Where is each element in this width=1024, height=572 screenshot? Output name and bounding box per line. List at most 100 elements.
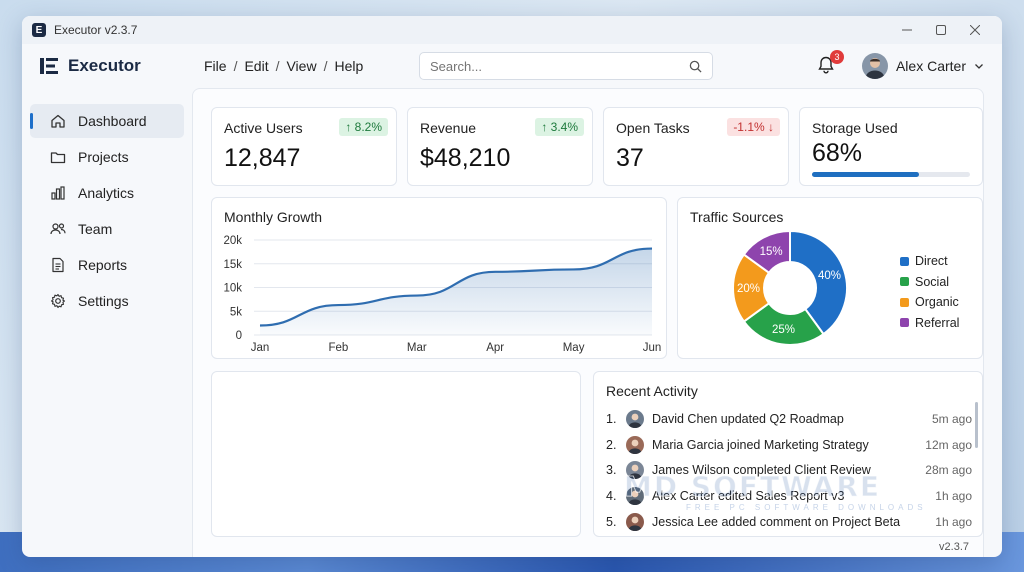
sidebar-item-label: Analytics	[78, 185, 135, 201]
menu-separator: /	[233, 58, 238, 74]
activity-number: 4.	[606, 489, 617, 504]
app-window: E Executor v2.3.7 Executor Fil	[22, 16, 1002, 557]
menu-file[interactable]: File	[204, 58, 227, 74]
activity-time: 28m ago	[925, 463, 972, 478]
search-input[interactable]	[430, 58, 689, 74]
activity-item[interactable]: 1. David Chen updated Q2 Roadmap 5m ago	[606, 406, 972, 432]
executor-logo-icon	[40, 58, 58, 74]
close-button[interactable]	[958, 16, 992, 44]
legend-swatch	[900, 277, 909, 287]
activity-item[interactable]: 5. Jessica Lee added comment on Project B…	[606, 509, 972, 535]
maximize-button[interactable]	[924, 16, 958, 44]
y-tick-label: 20k	[223, 235, 242, 247]
chevron-down-icon[interactable]	[974, 61, 984, 71]
activity-item[interactable]: 2. Maria Garcia joined Marketing Strategy…	[606, 432, 972, 458]
user-avatar-icon	[861, 53, 888, 79]
app-name: Executor	[68, 56, 141, 75]
x-tick-label: Jun	[643, 342, 662, 354]
legend-label: Social	[915, 274, 950, 289]
legend-label: Referral	[915, 315, 960, 330]
kpi-card-active-users[interactable]: Active Users 12,847 ↑ 8.2%	[211, 107, 397, 186]
activity-item[interactable]: 4. Alex Carter edited Sales Report v3 1h a…	[606, 483, 972, 509]
kpi-card-storage[interactable]: Storage Used 68%	[799, 107, 983, 186]
sidebar-item-label: Dashboard	[78, 113, 147, 129]
home-icon	[51, 114, 65, 128]
legend-item-referral[interactable]: Referral	[900, 313, 959, 334]
bar-chart-icon	[51, 186, 65, 200]
y-tick-label: 5k	[230, 306, 242, 318]
x-tick-label: May	[563, 342, 585, 354]
activity-scrollbar[interactable]	[975, 402, 978, 448]
notifications-button[interactable]: 3	[816, 50, 844, 77]
activity-text: Alex Carter edited Sales Report v3	[652, 489, 845, 504]
minimize-icon	[902, 29, 912, 31]
bell-icon	[818, 56, 834, 74]
person-avatar-icon	[626, 513, 644, 532]
sidebar-item-reports[interactable]: Reports	[30, 248, 184, 282]
kpi-card-open-tasks[interactable]: Open Tasks 37 -1.1% ↓	[603, 107, 789, 186]
legend-item-social[interactable]: Social	[900, 272, 959, 293]
app-header: Executor File / Edit / View / Help	[22, 44, 1002, 88]
activity-avatar	[626, 487, 644, 506]
activity-number: 3.	[606, 463, 617, 478]
activity-time: 1h ago	[935, 489, 972, 504]
sidebar-item-settings[interactable]: Settings	[30, 284, 184, 318]
sidebar-item-analytics[interactable]: Analytics	[30, 176, 184, 210]
legend-item-direct[interactable]: Direct	[900, 251, 959, 272]
kpi-card-revenue[interactable]: Revenue $48,210 ↑ 3.4%	[407, 107, 593, 186]
sidebar-item-team[interactable]: Team	[30, 212, 184, 246]
activity-text: Jessica Lee added comment on Project Bet…	[652, 515, 901, 530]
monthly-growth-chart: 0 5k 10k 15k 20k Jan Feb Mar Apr May Jun	[223, 235, 662, 354]
series-line	[259, 247, 653, 327]
legend-item-organic[interactable]: Organic	[900, 292, 959, 313]
slice-label: 25%	[772, 324, 795, 336]
chart-title: Traffic Sources	[690, 209, 784, 225]
monthly-growth-card: Monthly Growth 0 5k 10k 15k 20k Jan Feb Mar Apr M…	[211, 197, 667, 359]
pie-slice-direct[interactable]	[789, 229, 848, 336]
watermark-logo: MD SOFTWARE	[623, 470, 882, 504]
pie-slice-social[interactable]	[742, 301, 825, 346]
x-tick-label: Apr	[486, 342, 504, 354]
area-fill	[260, 248, 652, 335]
kpi-value: 37	[616, 144, 644, 172]
slice-label: 40%	[818, 270, 841, 282]
sidebar-item-projects[interactable]: Projects	[30, 140, 184, 174]
menu-separator: /	[323, 58, 328, 74]
legend-swatch	[900, 318, 909, 328]
slice-label: 20%	[737, 283, 760, 295]
kpi-title: Open Tasks	[616, 120, 690, 136]
window-title: Executor v2.3.7	[54, 23, 138, 37]
activity-item[interactable]: 3. James Wilson completed Client Review 28…	[606, 458, 972, 484]
user-name[interactable]: Alex Carter	[895, 58, 966, 74]
kpi-value: 12,847	[224, 144, 301, 172]
version-label: v2.3.7	[939, 541, 969, 553]
pie-slice-referral[interactable]	[742, 229, 791, 275]
menu-edit[interactable]: Edit	[244, 58, 269, 74]
person-avatar-icon	[626, 487, 644, 506]
y-tick-label: 0	[236, 330, 242, 342]
person-avatar-icon	[626, 435, 644, 454]
sidebar-item-label: Team	[78, 221, 113, 237]
activity-number: 5.	[606, 515, 617, 530]
activity-time: 1h ago	[935, 515, 972, 530]
menu-help[interactable]: Help	[334, 58, 364, 74]
activity-number: 1.	[606, 411, 617, 426]
minimize-button[interactable]	[890, 16, 924, 44]
user-avatar[interactable]	[861, 53, 888, 79]
x-tick-label: Jan	[251, 342, 270, 354]
users-icon	[50, 223, 66, 235]
sidebar-item-dashboard[interactable]: Dashboard	[30, 104, 184, 138]
legend-swatch	[900, 297, 909, 307]
activity-list: 1. David Chen updated Q2 Roadmap 5m ago 2. M…	[606, 406, 972, 535]
activity-title: Recent Activity	[606, 383, 698, 399]
search-icon[interactable]	[689, 60, 702, 73]
search-box[interactable]	[419, 52, 713, 80]
y-tick-label: 15k	[223, 259, 242, 271]
recent-activity-card: Recent Activity 1. David Chen updated Q2 …	[593, 371, 983, 537]
sidebar-item-label: Reports	[78, 257, 128, 273]
legend-swatch	[900, 256, 909, 266]
menu-view[interactable]: View	[286, 58, 317, 74]
slice-label: 15%	[760, 246, 783, 258]
folder-icon	[50, 152, 66, 164]
title-bar: E Executor v2.3.7	[22, 16, 1002, 44]
